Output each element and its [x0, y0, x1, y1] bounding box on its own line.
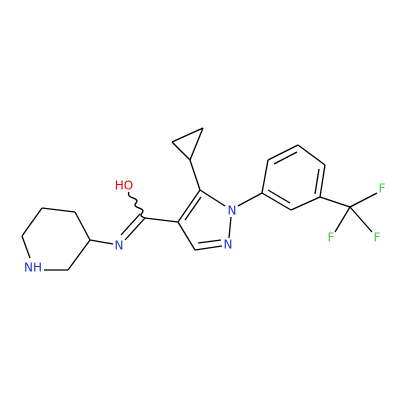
- bond: [290, 196, 321, 211]
- atom-label: NH: [24, 261, 42, 275]
- atom-label: HO: [115, 179, 133, 193]
- bond: [189, 127, 204, 161]
- bonds: [21, 127, 378, 271]
- bond: [194, 245, 223, 251]
- bond: [21, 207, 43, 237]
- bond: [171, 141, 191, 161]
- bond: [267, 144, 299, 161]
- bond: [41, 207, 76, 213]
- bond: [144, 217, 179, 223]
- bond: [199, 189, 226, 207]
- bond: [261, 192, 292, 211]
- bond: [89, 239, 114, 245]
- bond: [319, 164, 326, 198]
- atom-label: N: [115, 239, 124, 253]
- bond: [21, 235, 31, 259]
- bond: [189, 159, 201, 191]
- bond: [297, 144, 326, 166]
- wavy-bond: [127, 191, 146, 219]
- bond: [319, 196, 351, 208]
- bond: [228, 216, 232, 239]
- bond: [349, 192, 378, 208]
- atom-label: N: [224, 238, 233, 252]
- atom-label: N: [228, 204, 237, 218]
- atom-label: F: [328, 231, 335, 245]
- bond: [67, 239, 91, 271]
- bond: [349, 206, 373, 233]
- bond: [171, 127, 204, 143]
- bond: [314, 168, 320, 195]
- bond: [74, 211, 91, 241]
- bond: [197, 239, 222, 244]
- bond: [334, 206, 351, 233]
- atom-label: F: [379, 182, 386, 196]
- bond: [124, 217, 146, 241]
- bond: [120, 213, 141, 236]
- bond: [184, 196, 202, 221]
- atom-label: F: [374, 231, 381, 245]
- bond: [177, 189, 201, 223]
- bond: [273, 151, 298, 165]
- bond: [177, 221, 196, 251]
- bond: [237, 192, 263, 207]
- bond: [261, 159, 269, 194]
- bond: [267, 189, 291, 204]
